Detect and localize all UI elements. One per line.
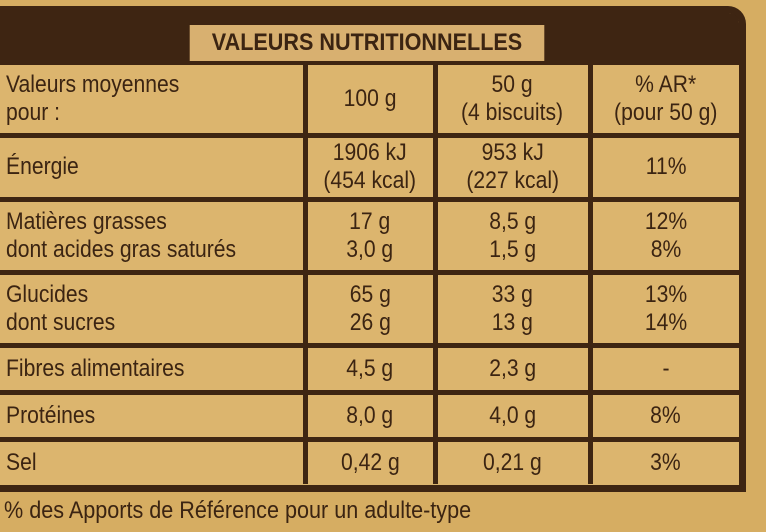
cell-line: 12% bbox=[644, 207, 687, 235]
cell-line: 1906 kJ bbox=[333, 139, 407, 166]
cell-line: (pour 50 g) bbox=[614, 98, 718, 126]
nutrient-label: Matières grasses dont acides gras saturés bbox=[0, 199, 308, 275]
cell-line: 3,0 g bbox=[346, 235, 394, 263]
cell-line: 8% bbox=[650, 401, 682, 429]
cell-line: 26 g bbox=[349, 308, 391, 336]
cell-line: 65 g bbox=[349, 280, 391, 308]
cell-line: 4,0 g bbox=[489, 401, 536, 429]
cell-line: 17 g bbox=[349, 207, 391, 235]
cell-line: 14% bbox=[644, 308, 687, 336]
cell-line: Sel bbox=[6, 448, 37, 476]
cell-line: Glucides bbox=[6, 280, 89, 308]
cell-line: dont acides gras saturés bbox=[6, 235, 237, 263]
value-per-100g: 8,0 g bbox=[305, 392, 438, 442]
value-per-portion: 8,5 g 1,5 g bbox=[435, 199, 593, 275]
cell-line: (4 biscuits) bbox=[461, 98, 564, 126]
value-reference-intake: - bbox=[590, 345, 739, 395]
cell-line: - bbox=[662, 354, 670, 382]
cell-line: Valeurs moyennes bbox=[6, 70, 180, 98]
cell-line: 2,3 g bbox=[489, 354, 536, 382]
cell-line: pour : bbox=[6, 98, 61, 126]
value-per-portion: 0,21 g bbox=[435, 439, 593, 484]
cell-line: 33 g bbox=[491, 280, 534, 308]
cell-line: 3% bbox=[650, 448, 682, 476]
nutrient-label: Protéines bbox=[0, 392, 308, 442]
cell-line: 0,21 g bbox=[483, 448, 542, 476]
table-row: Glucides dont sucres 65 g 26 g 33 g 13 g 13% 14… bbox=[0, 272, 739, 348]
value-per-100g: 4,5 g bbox=[305, 345, 438, 395]
nutrient-label: Sel bbox=[0, 439, 308, 484]
table-row: Sel 0,42 g 0,21 g 3% bbox=[0, 439, 739, 484]
value-per-portion: 4,0 g bbox=[435, 392, 593, 442]
table-row: Fibres alimentaires 4,5 g 2,3 g - bbox=[0, 345, 739, 395]
nutrient-label: Glucides dont sucres bbox=[0, 272, 308, 348]
nutrition-table: Valeurs moyennes pour : 100 g 50 g (4 biscui… bbox=[0, 65, 739, 484]
cell-line: 8,0 g bbox=[346, 401, 394, 429]
nutrient-label: Énergie bbox=[0, 135, 308, 202]
value-reference-intake: 12% 8% bbox=[590, 199, 739, 275]
cell-line: 953 kJ bbox=[481, 139, 544, 166]
cell-line: Énergie bbox=[6, 153, 79, 180]
value-per-portion: 33 g 13 g bbox=[435, 272, 593, 348]
cell-line: (454 kcal) bbox=[323, 167, 417, 194]
header-reference-intake: % AR* (pour 50 g) bbox=[590, 65, 739, 138]
cell-line: 50 g bbox=[491, 70, 534, 98]
cell-line: Matières grasses bbox=[6, 207, 167, 235]
header-per-100g: 100 g bbox=[305, 65, 438, 138]
table-row: Protéines 8,0 g 4,0 g 8% bbox=[0, 392, 739, 442]
value-reference-intake: 8% bbox=[590, 392, 739, 442]
value-per-portion: 953 kJ (227 kcal) bbox=[435, 135, 593, 202]
value-per-100g: 17 g 3,0 g bbox=[305, 199, 438, 275]
cell-line: 100 g bbox=[343, 84, 397, 112]
title-bar: VALEURS NUTRITIONNELLES bbox=[0, 13, 739, 65]
cell-line: 8,5 g bbox=[489, 207, 536, 235]
value-reference-intake: 3% bbox=[590, 439, 739, 484]
table-header-row: Valeurs moyennes pour : 100 g 50 g (4 biscui… bbox=[0, 65, 739, 138]
value-reference-intake: 11% bbox=[590, 135, 739, 202]
nutrient-label: Fibres alimentaires bbox=[0, 345, 308, 395]
value-per-100g: 65 g 26 g bbox=[305, 272, 438, 348]
cell-line: 4,5 g bbox=[346, 354, 394, 382]
table-row: Énergie 1906 kJ (454 kcal) 953 kJ (227 kcal)… bbox=[0, 135, 739, 202]
cell-line: Fibres alimentaires bbox=[6, 354, 185, 382]
table-title: VALEURS NUTRITIONNELLES bbox=[189, 25, 545, 61]
value-per-100g: 0,42 g bbox=[305, 439, 438, 484]
header-per-portion: 50 g (4 biscuits) bbox=[435, 65, 593, 138]
value-per-portion: 2,3 g bbox=[435, 345, 593, 395]
cell-line: dont sucres bbox=[6, 308, 116, 336]
cell-line: 13 g bbox=[491, 308, 534, 336]
cell-line: 11% bbox=[645, 153, 687, 180]
cell-line: Protéines bbox=[6, 401, 96, 429]
cell-line: % AR* bbox=[635, 70, 697, 98]
cell-line: 8% bbox=[650, 235, 681, 263]
header-label: Valeurs moyennes pour : bbox=[0, 65, 308, 138]
cell-line: (227 kcal) bbox=[466, 167, 559, 194]
cell-line: 0,42 g bbox=[340, 448, 400, 476]
value-reference-intake: 13% 14% bbox=[590, 272, 739, 348]
footnote: % des Apports de Référence pour un adult… bbox=[4, 497, 472, 524]
table-row: Matières grasses dont acides gras saturés… bbox=[0, 199, 739, 275]
cell-line: 1,5 g bbox=[489, 235, 536, 263]
nutrition-panel: VALEURS NUTRITIONNELLES Valeurs moyennes… bbox=[0, 6, 746, 492]
value-per-100g: 1906 kJ (454 kcal) bbox=[305, 135, 438, 202]
cell-line: 13% bbox=[644, 280, 687, 308]
